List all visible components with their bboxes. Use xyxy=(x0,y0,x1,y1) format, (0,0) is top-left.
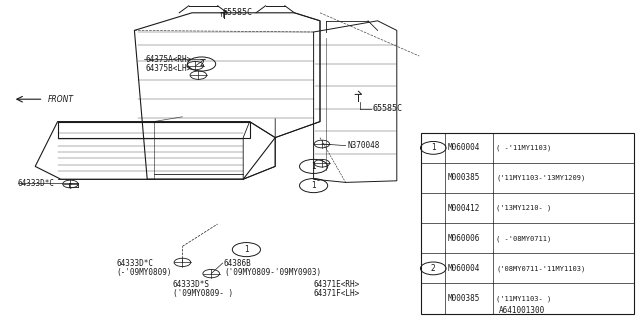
Text: ('09MY0809-'09MY0903): ('09MY0809-'09MY0903) xyxy=(224,268,321,277)
Text: FRONT: FRONT xyxy=(48,95,74,104)
Bar xyxy=(421,133,634,314)
Text: 64371E<RH>: 64371E<RH> xyxy=(314,280,360,289)
Text: A641001300: A641001300 xyxy=(499,306,545,315)
Text: 65585C: 65585C xyxy=(372,104,403,113)
Text: 64371F<LH>: 64371F<LH> xyxy=(314,289,360,298)
Text: 65585C: 65585C xyxy=(223,8,253,17)
Text: 2: 2 xyxy=(199,60,204,68)
Text: ('08MY0711-'11MY1103): ('08MY0711-'11MY1103) xyxy=(496,265,585,272)
Text: 1: 1 xyxy=(244,245,249,254)
Text: M000412: M000412 xyxy=(448,204,481,212)
Text: M060004: M060004 xyxy=(448,264,481,273)
Text: (-'09MY0809): (-'09MY0809) xyxy=(116,268,172,277)
Text: 1: 1 xyxy=(311,162,316,171)
Text: 64375A<RH>: 64375A<RH> xyxy=(145,55,191,64)
Text: M000385: M000385 xyxy=(448,294,481,303)
Text: 64386B: 64386B xyxy=(224,259,252,268)
Text: M060004: M060004 xyxy=(448,143,481,152)
Text: ('11MY1103- ): ('11MY1103- ) xyxy=(496,295,551,302)
Text: 2: 2 xyxy=(431,264,436,273)
Text: ('11MY1103-'13MY1209): ('11MY1103-'13MY1209) xyxy=(496,175,585,181)
Text: 64333D*C: 64333D*C xyxy=(17,179,54,188)
Text: ('09MY0809- ): ('09MY0809- ) xyxy=(173,289,233,298)
Text: M060006: M060006 xyxy=(448,234,481,243)
Text: ('13MY1210- ): ('13MY1210- ) xyxy=(496,205,551,212)
Text: 64333D*S: 64333D*S xyxy=(173,280,210,289)
Text: M000385: M000385 xyxy=(448,173,481,182)
Text: N370048: N370048 xyxy=(348,141,380,150)
Text: 64375B<LH>: 64375B<LH> xyxy=(145,64,191,73)
Text: ( -'08MY0711): ( -'08MY0711) xyxy=(496,235,551,242)
Text: ( -'11MY1103): ( -'11MY1103) xyxy=(496,145,551,151)
Text: 64333D*C: 64333D*C xyxy=(116,259,154,268)
Text: 1: 1 xyxy=(431,143,436,152)
Text: 1: 1 xyxy=(311,181,316,190)
